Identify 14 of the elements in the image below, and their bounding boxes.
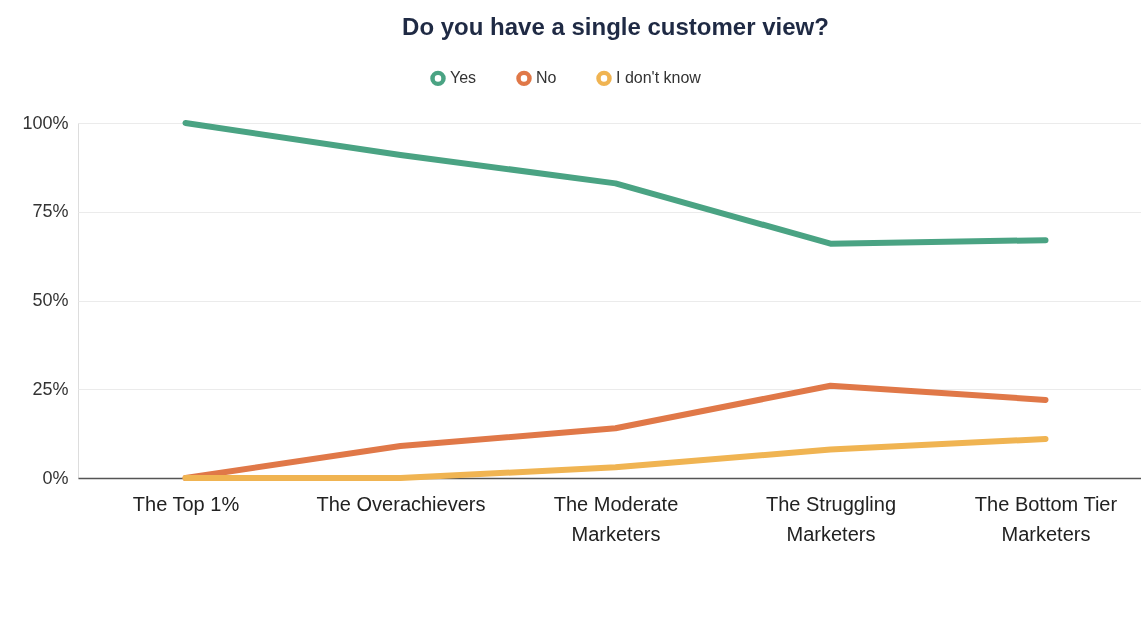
- x-tick-label: The Overachievers: [316, 492, 486, 515]
- chart-title: Do you have a single customer view?: [402, 13, 829, 40]
- y-tick-label: 50%: [32, 290, 69, 310]
- y-tick-label: 75%: [32, 201, 69, 222]
- x-tick-label: The Moderate Marketers: [553, 492, 679, 545]
- y-tick-label: 100%: [22, 112, 69, 133]
- legend-label: I don't know: [616, 69, 702, 87]
- y-tick-label: 25%: [32, 378, 69, 399]
- x-tick-label: The Bottom Tier Marketers: [974, 492, 1118, 545]
- legend-label: No: [536, 69, 557, 87]
- y-tick-label: 0%: [42, 467, 69, 488]
- legend-label: Yes: [450, 69, 477, 87]
- x-tick-label: The Top 1%: [132, 492, 240, 515]
- x-tick-label: The Struggling Marketers: [765, 492, 897, 545]
